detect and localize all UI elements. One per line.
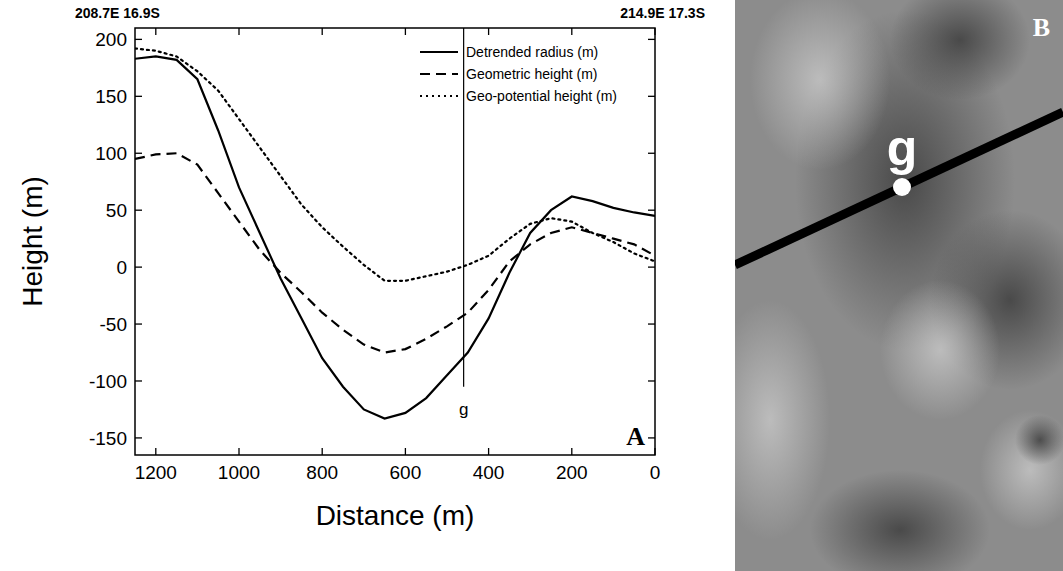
y-tick [135,380,142,381]
x-tick-label: 200 [556,462,588,483]
x-tick-top [571,28,572,35]
x-tick-label: 1200 [135,462,177,483]
y-tick-right [648,323,655,324]
figure: 208.7E 16.9S214.9E 17.3S1200100080060040… [0,0,1063,571]
terrain-shade [810,470,990,571]
y-tick-label: 0 [116,257,127,278]
x-tick [488,448,489,455]
y-tick-label: -100 [89,371,127,392]
y-tick-right [648,96,655,97]
y-tick [135,153,142,154]
x-tick-top [405,28,406,35]
y-tick-label: -150 [89,428,127,449]
y-tick-right [648,39,655,40]
y-tick-label: 50 [106,200,127,221]
panel-label: B [1033,13,1050,42]
terrain-shade [1015,415,1063,465]
x-tick-label: 0 [650,462,661,483]
y-tick [135,96,142,97]
x-tick-label: 1000 [218,462,260,483]
y-tick-label: 150 [95,86,127,107]
legend-swatch [420,51,458,53]
x-tick-label: 800 [306,462,338,483]
terrain-shade [880,280,1000,420]
x-tick-top [155,28,156,35]
terrain-shade [890,0,1030,100]
track-line [735,112,1063,265]
x-tick [571,448,572,455]
terrain-shade [980,410,1063,530]
y-tick-right [648,266,655,267]
series-line [135,153,655,352]
y-axis-title: Height (m) [17,176,48,307]
legend-entry: Geometric height (m) [466,66,597,82]
y-tick-right [648,153,655,154]
legend-swatch [420,95,458,97]
x-tick [322,448,323,455]
series-line [135,56,655,418]
y-tick-right [648,380,655,381]
x-tick-top [654,28,655,35]
x-tick [155,448,156,455]
y-tick-right [648,437,655,438]
x-tick-top [238,28,239,35]
header-left: 208.7E 16.9S [75,5,160,21]
y-tick [135,323,142,324]
x-tick [654,448,655,455]
legend-entry: Geo-potential height (m) [466,88,617,104]
image-marker-label: g [887,120,918,176]
plot-frame [135,28,655,455]
y-tick [135,266,142,267]
y-tick [135,39,142,40]
y-tick [135,437,142,438]
x-tick-label: 600 [390,462,422,483]
x-tick-top [322,28,323,35]
terrain-shade [750,0,890,170]
panel-label: A [626,422,645,451]
marker-line [463,28,464,387]
y-tick-right [648,210,655,211]
y-tick-label: -50 [100,314,127,335]
x-tick [238,448,239,455]
y-tick-label: 100 [95,143,127,164]
x-axis-title: Distance (m) [316,500,475,531]
legend-swatch [420,73,458,75]
marker-dot [893,178,911,196]
legend-entry: Detrended radius (m) [466,44,598,60]
header-right: 214.9E 17.3S [620,5,705,21]
series-line [135,49,655,281]
x-tick-top [488,28,489,35]
y-tick-label: 200 [95,29,127,50]
terrain-shade [735,300,830,540]
plot-area [135,28,655,419]
image-panel [735,0,1063,571]
x-tick [405,448,406,455]
x-tick-label: 400 [473,462,505,483]
y-tick [135,210,142,211]
marker-label: g [459,400,468,419]
